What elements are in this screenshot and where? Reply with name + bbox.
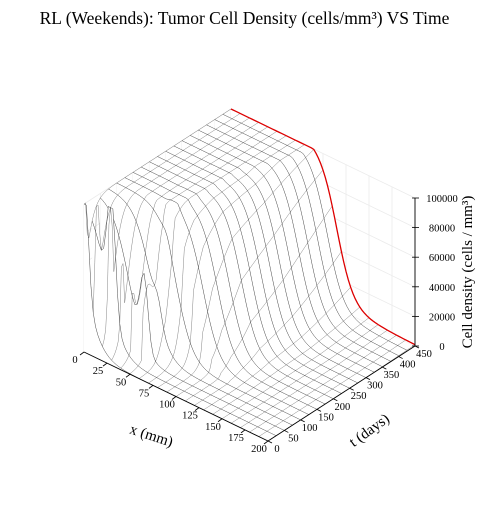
y-tick-label-3: 150 xyxy=(318,412,334,423)
x-tick-8 xyxy=(263,440,269,445)
z-tick-label-3: 60000 xyxy=(429,253,455,264)
y-tick-3 xyxy=(316,408,322,412)
y-tick-label-2: 100 xyxy=(302,423,318,434)
mesh-line-x14 xyxy=(212,306,360,415)
chart-title: RL (Weekends): Tumor Cell Density (cells… xyxy=(40,8,450,28)
y-axis-line xyxy=(267,345,416,442)
x-tick-label-8: 200 xyxy=(251,444,267,455)
y-tick-label-1: 50 xyxy=(288,433,299,444)
surface-fill-t2 xyxy=(100,197,285,431)
x-tick-label-5: 125 xyxy=(182,411,198,422)
x-tick-label-0: 0 xyxy=(72,355,77,366)
mesh-line-x19 xyxy=(258,339,406,437)
mesh-line-x15 xyxy=(221,317,370,419)
z-tick-label-1: 20000 xyxy=(429,312,455,323)
y-tick-label-0: 0 xyxy=(274,444,279,455)
y-tick-label-6: 300 xyxy=(367,381,383,392)
mesh-line-x7 xyxy=(148,140,296,384)
y-tick-7 xyxy=(382,366,387,370)
y-tick-6 xyxy=(365,377,371,381)
y-tick-8 xyxy=(398,356,403,359)
x-tick-label-6: 150 xyxy=(205,422,221,433)
x-tick-3 xyxy=(148,385,154,389)
x-tick-1 xyxy=(102,362,108,367)
mesh-line-x8 xyxy=(157,144,305,388)
x-tick-7 xyxy=(240,429,246,434)
z-tick-label-5: 100000 xyxy=(426,194,458,205)
surface-fill-t4 xyxy=(116,182,301,420)
y-tick-1 xyxy=(284,430,289,433)
x-tick-6 xyxy=(217,418,223,423)
mesh-line-x2 xyxy=(102,117,250,347)
y-tick-label-4: 200 xyxy=(334,402,350,413)
y-tick-4 xyxy=(333,398,338,402)
x-tick-4 xyxy=(171,396,177,400)
mesh-line-x18 xyxy=(249,335,397,433)
edge-line xyxy=(230,108,416,346)
x-tick-2 xyxy=(125,373,131,378)
z-axis-label: Cell density (cells / mm³) xyxy=(460,196,476,349)
x-tick-label-2: 50 xyxy=(116,377,127,388)
mesh-line-x13 xyxy=(203,286,351,410)
mesh-line-x17 xyxy=(240,330,388,428)
z-tick-label-2: 40000 xyxy=(429,283,455,294)
y-tick-5 xyxy=(349,387,354,391)
z-tick-label-4: 80000 xyxy=(429,224,455,235)
y-tick-label-7: 350 xyxy=(383,370,399,381)
y-tick-2 xyxy=(300,419,305,423)
mesh-line-x10 xyxy=(175,169,324,397)
mesh-line-x0 xyxy=(83,108,232,239)
x-tick-5 xyxy=(194,407,200,411)
x-tick-label-7: 175 xyxy=(228,433,244,444)
mesh-line-x12 xyxy=(194,251,342,406)
z-tick-label-0: 0 xyxy=(439,342,444,353)
y-tick-0 xyxy=(267,440,273,444)
surface-fill-t5 xyxy=(124,177,309,415)
x-axis-label: x (mm) xyxy=(128,422,175,451)
x-tick-label-4: 100 xyxy=(159,400,175,411)
mesh-line-x9 xyxy=(166,149,314,393)
x-tick-label-3: 75 xyxy=(139,388,150,399)
mesh-line-x3 xyxy=(111,122,259,361)
mesh-line-x16 xyxy=(231,324,379,424)
surface-fill-t1 xyxy=(92,206,277,436)
x-tick-0 xyxy=(79,351,85,356)
mesh-line-x6 xyxy=(139,135,287,379)
y-tick-label-5: 250 xyxy=(351,391,367,402)
mesh-line-x4 xyxy=(120,126,268,369)
y-axis-label: t (days) xyxy=(347,411,393,451)
y-tick-label-9: 450 xyxy=(416,349,432,360)
surface-mesh xyxy=(83,108,416,442)
mesh-line-x5 xyxy=(129,131,278,374)
mesh-line-x11 xyxy=(185,205,333,402)
mesh-line-x1 xyxy=(93,113,241,313)
x-tick-label-1: 25 xyxy=(93,366,104,377)
y-tick-label-8: 400 xyxy=(400,360,416,371)
